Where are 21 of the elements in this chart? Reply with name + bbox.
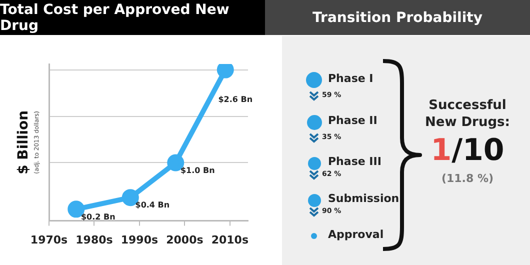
chart-title: Total Cost per Approved New Drug <box>0 0 265 35</box>
x-tick-label: 2010s <box>211 233 249 246</box>
text: Transition Probability <box>265 0 530 35</box>
text: 1 <box>430 133 452 168</box>
x-tick-label: 1980s <box>76 233 114 246</box>
data-label: $2.6 Bn <box>218 94 253 104</box>
text: /10 <box>452 133 504 168</box>
text: Phase II <box>328 114 378 127</box>
x-tick-label: 1970s <box>30 233 68 246</box>
text: Phase I <box>328 72 374 85</box>
text: Successful New Drugs: <box>424 97 511 131</box>
text: Phase III <box>328 155 382 168</box>
data-label: $1.0 Bn <box>180 166 216 175</box>
x-tick-label: 1990s <box>120 233 158 246</box>
data-label: $0.4 Bn <box>135 200 170 210</box>
y-axis-title: $ Billion <box>16 110 32 174</box>
data-label: $0.2 Bn <box>80 212 116 222</box>
text: Approval <box>328 228 384 241</box>
text: Submission <box>328 192 400 205</box>
x-tick-label: 2000s <box>166 233 204 246</box>
text: (11.8 %) <box>440 172 495 185</box>
